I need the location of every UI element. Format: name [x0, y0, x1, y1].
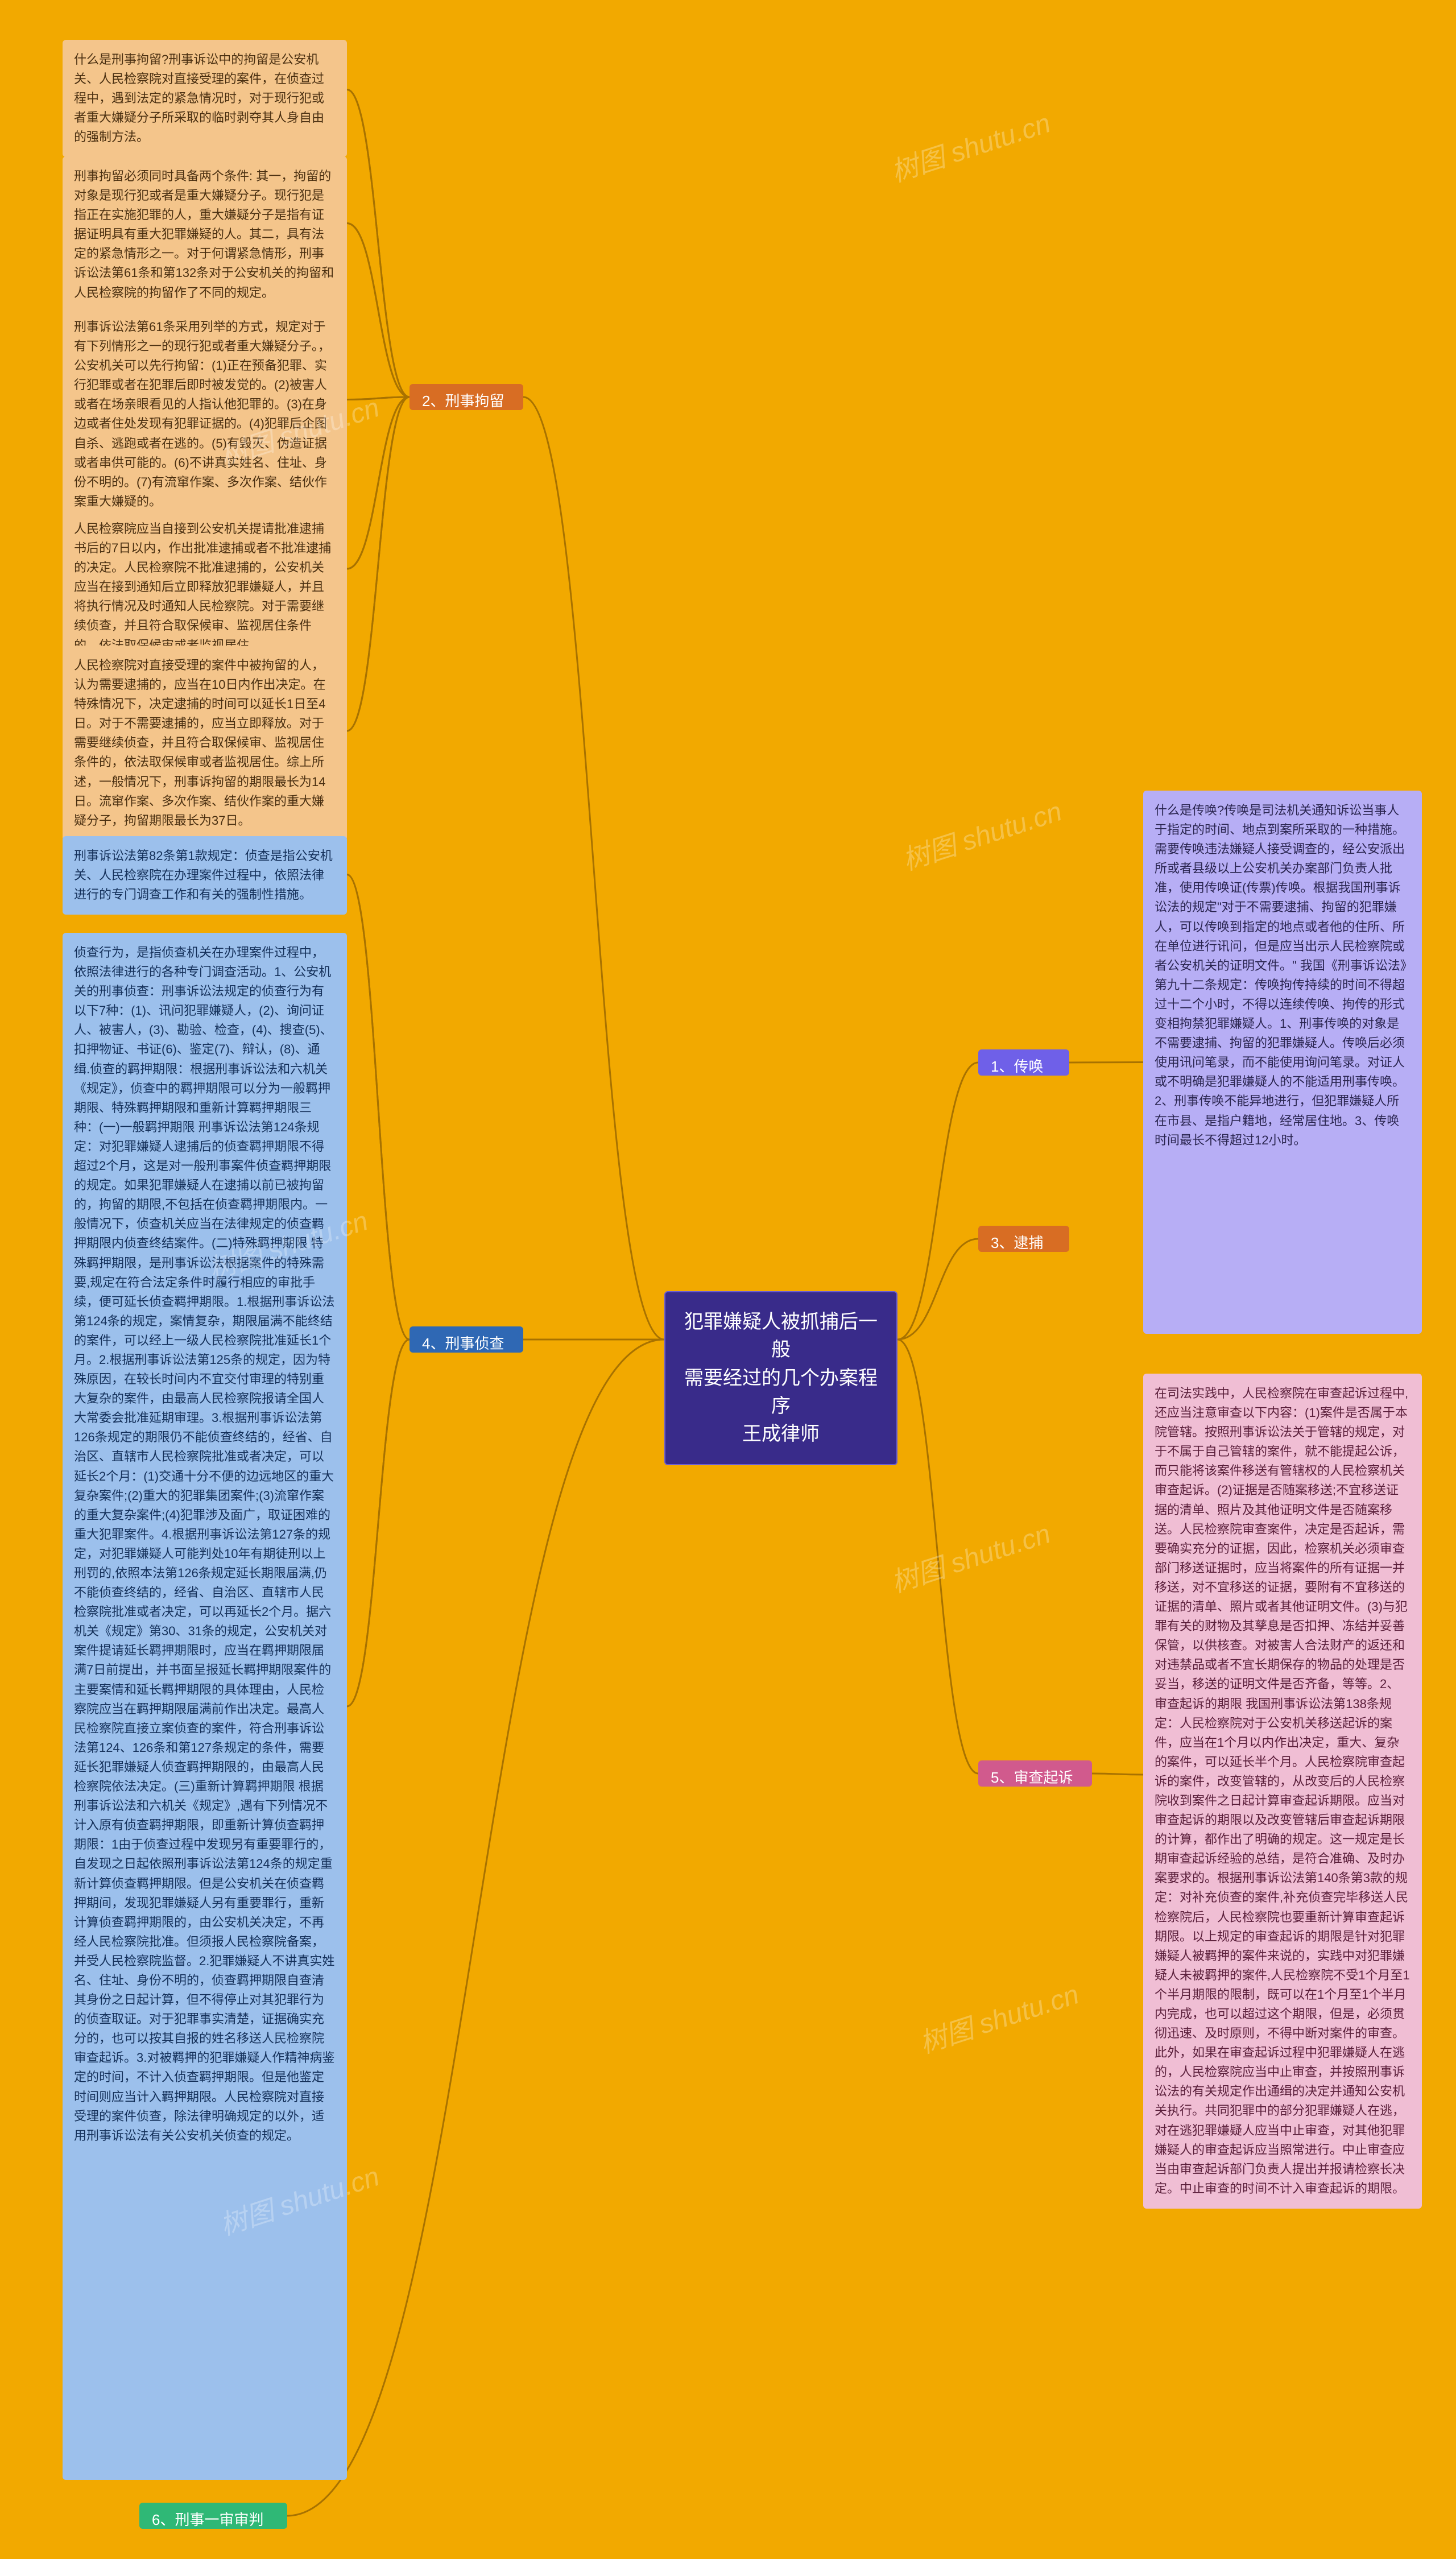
root-node: 犯罪嫌疑人被抓捕后一般 需要经过的几个办案程序 王成律师: [664, 1291, 897, 1465]
branch-b3: 3、逮捕: [978, 1226, 1069, 1252]
leaf-b1-0: 什么是传唤?传唤是司法机关通知诉讼当事人于指定的时间、地点到案所采取的一种措施。…: [1143, 791, 1422, 1334]
watermark: 树图 shutu.cn: [885, 1511, 1054, 1600]
leaf-b4-6: 刑事诉讼法第82条第1款规定：侦查是指公安机关、人民检察院在办理案件过程中，依照…: [63, 836, 347, 915]
watermark: 树图 shutu.cn: [913, 1972, 1083, 2061]
watermark: 树图 shutu.cn: [896, 789, 1066, 878]
leaf-b2-1: 什么是刑事拘留?刑事诉讼中的拘留是公安机关、人民检察院对直接受理的案件，在侦查过…: [63, 40, 347, 157]
mindmap-canvas: 犯罪嫌疑人被抓捕后一般 需要经过的几个办案程序 王成律师 1、传唤 2、刑事拘留 3…: [0, 0, 1456, 2559]
branch-b1: 1、传唤: [978, 1049, 1069, 1076]
branch-b2: 2、刑事拘留: [410, 384, 523, 410]
leaf-b5-8: 在司法实践中，人民检察院在审查起诉过程中,还应当注意审查以下内容：(1)案件是否…: [1143, 1374, 1422, 2209]
watermark: 树图 shutu.cn: [885, 101, 1054, 189]
leaf-b2-3: 刑事诉讼法第61条采用列举的方式，规定对于有下列情形之一的现行犯或者重大嫌疑分子…: [63, 307, 347, 522]
leaf-b4-7: 侦查行为，是指侦查机关在办理案件过程中，依照法律进行的各种专门调查活动。1、公安…: [63, 933, 347, 2480]
leaf-b2-2: 刑事拘留必须同时具备两个条件: 其一，拘留的对象是现行犯或者是重大嫌疑分子。现行…: [63, 156, 347, 313]
leaf-b2-5: 人民检察院对直接受理的案件中被拘留的人，认为需要逮捕的，应当在10日内作出决定。…: [63, 646, 347, 841]
branch-b5: 5、审查起诉: [978, 1760, 1092, 1787]
branch-b4: 4、刑事侦查: [410, 1326, 523, 1353]
branch-b6: 6、刑事一审审判: [139, 2503, 287, 2529]
leaf-b2-4: 人民检察院应当自接到公安机关提请批准逮捕书后的7日以内，作出批准逮捕或者不批准逮…: [63, 509, 347, 665]
